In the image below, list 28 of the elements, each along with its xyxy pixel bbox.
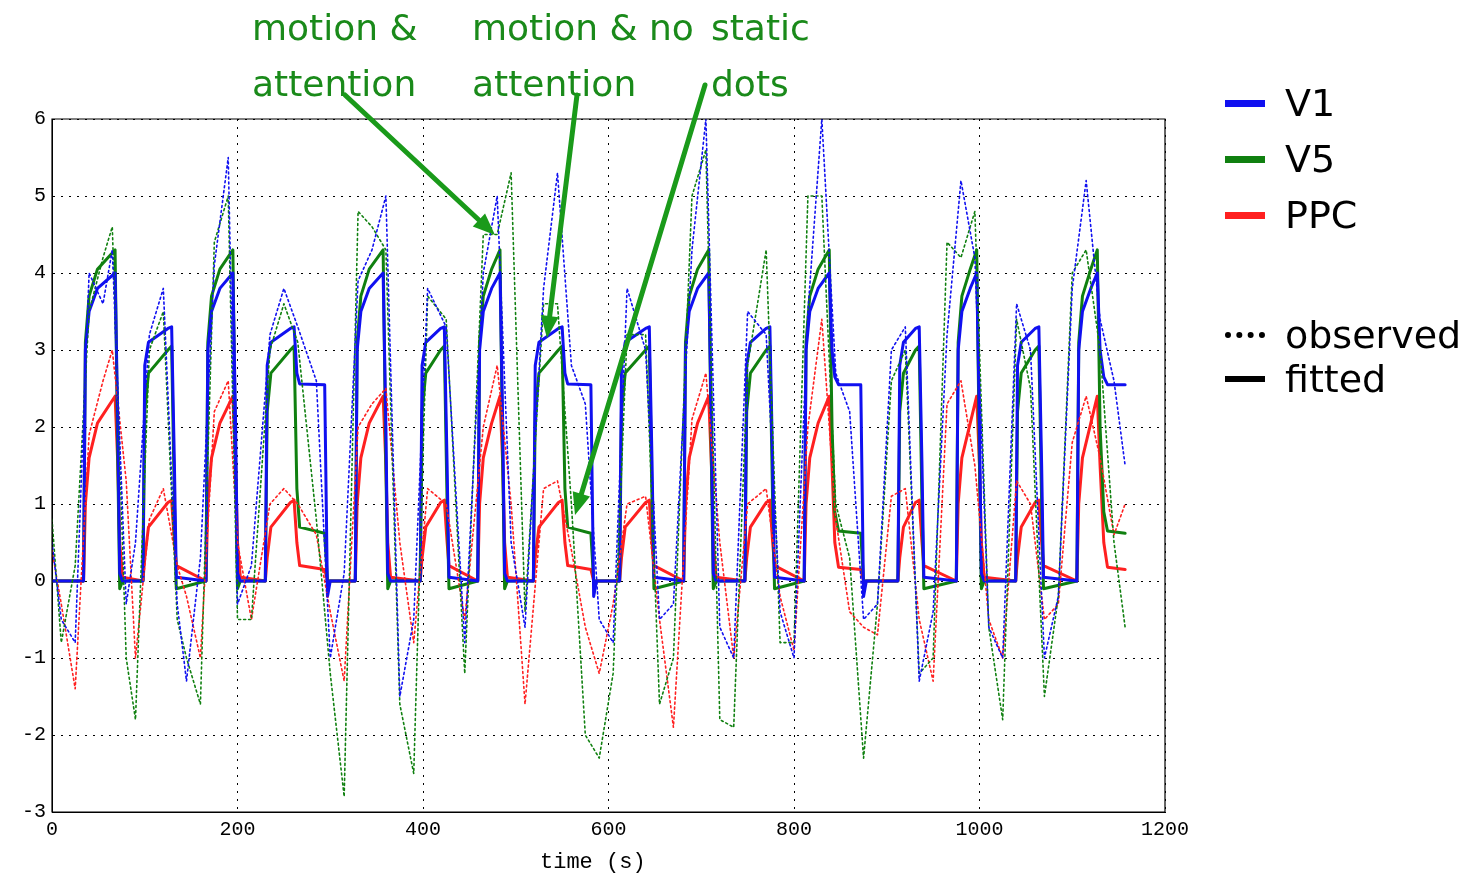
- x-tick-label: 200: [219, 818, 256, 842]
- y-tick-label: 4: [33, 261, 46, 285]
- y-tick-label: 5: [33, 184, 46, 208]
- legend-label: PPC: [1285, 193, 1358, 237]
- y-tick-label: 6: [33, 107, 46, 131]
- y-tick-label: -1: [21, 646, 46, 670]
- text: observed: [1285, 313, 1462, 357]
- y-tick-label: 1: [33, 492, 46, 516]
- y-tick-label: -2: [21, 723, 46, 747]
- x-tick-label: 800: [775, 818, 813, 842]
- legend-label: V1: [1285, 81, 1336, 125]
- y-tick-label: 0: [33, 569, 46, 593]
- y-tick-label: 3: [33, 338, 46, 362]
- x-axis-title: time (s): [540, 850, 646, 875]
- text: motion & attention: [252, 6, 419, 106]
- line-series: [52, 119, 1126, 698]
- x-tick-label: 600: [590, 818, 627, 842]
- text: static dots: [711, 6, 811, 106]
- x-tick-label: 400: [404, 818, 442, 842]
- y-tick-label: 2: [33, 415, 46, 439]
- x-tick-label: 1200: [1140, 818, 1190, 842]
- y-tick-label: -3: [21, 800, 46, 824]
- line-series: [52, 318, 1126, 729]
- line-series: [52, 149, 1126, 798]
- text: motion & no attention: [472, 7, 694, 104]
- text: fitted: [1285, 357, 1387, 401]
- legend-label: V5: [1285, 137, 1336, 181]
- x-tick-label: 1000: [955, 818, 1004, 842]
